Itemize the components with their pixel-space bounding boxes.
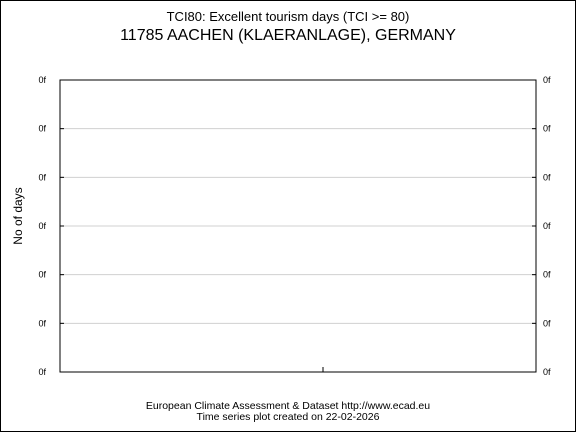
y-tick-label-left: 0f (38, 172, 46, 182)
footer-source: European Climate Assessment & Dataset ht… (145, 400, 431, 412)
y-tick-label-right: 0f (543, 172, 551, 182)
y-tick-label-left: 0f (38, 75, 46, 85)
y-tick-label-right: 0f (543, 75, 551, 85)
y-tick-label-right: 0f (543, 270, 551, 280)
y-tick-label-left: 0f (38, 270, 46, 280)
y-tick-label-right: 0f (543, 221, 551, 231)
footer-created: Time series plot created on 22-02-2026 (196, 411, 380, 423)
y-tick-label-left: 0f (38, 367, 46, 377)
y-tick-label-right: 0f (543, 124, 551, 134)
chart-subtitle: 11785 AACHEN (KLAERANLAGE), GERMANY (120, 27, 456, 44)
grid-lines (60, 128, 536, 324)
y-tick-label-right: 0f (543, 318, 551, 328)
y-tick-label-left: 0f (38, 318, 46, 328)
y-tick-labels: 0f 0f 0f 0f 0f 0f 0f 0f 0f 0f 0f 0f 0f 0f (38, 75, 551, 377)
y-tick-label-left: 0f (38, 124, 46, 134)
chart-title: TCI80: Excellent tourism days (TCI >= 80… (166, 9, 410, 24)
y-tick-label-left: 0f (38, 221, 46, 231)
y-tick-label-right: 0f (543, 367, 551, 377)
y-axis-label: No of days (11, 187, 25, 244)
